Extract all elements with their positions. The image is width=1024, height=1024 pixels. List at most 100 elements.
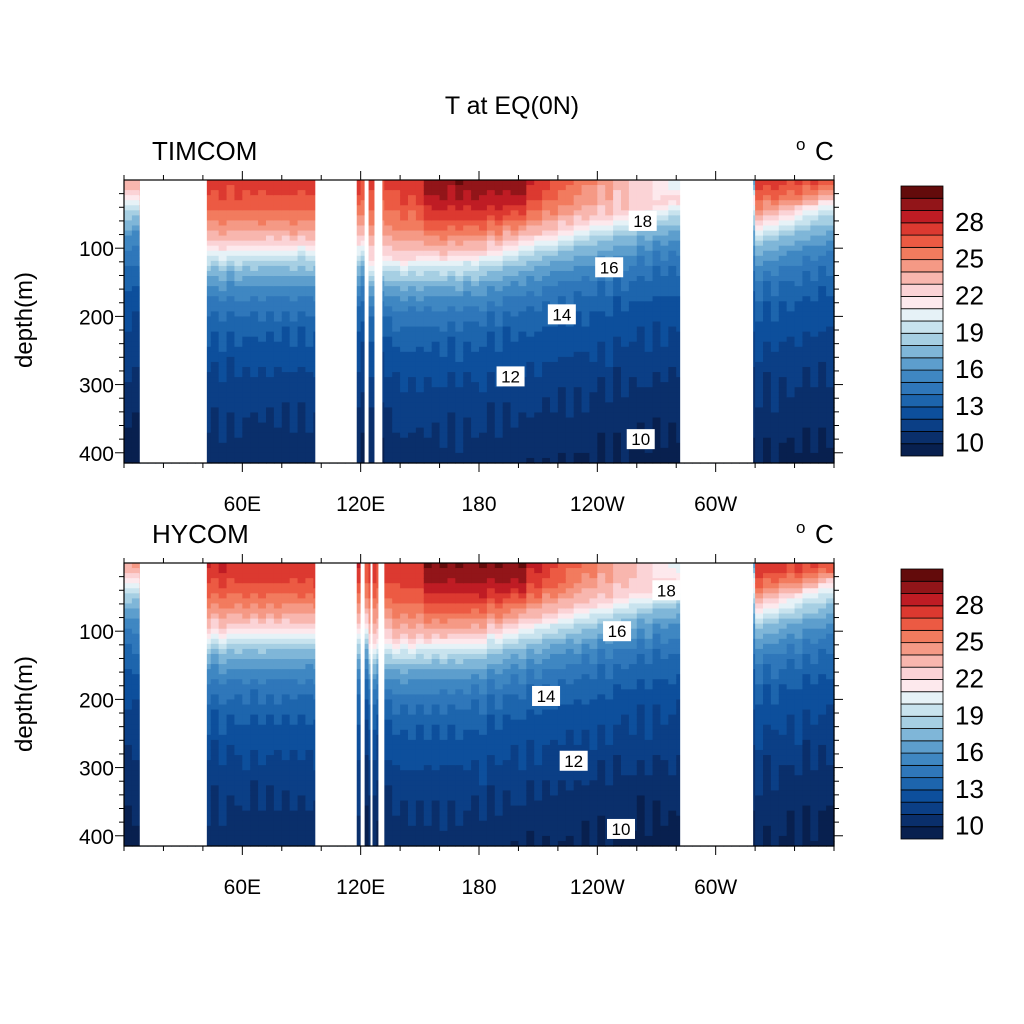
field-cell — [826, 215, 835, 222]
field-cell — [565, 326, 575, 333]
field-cell — [810, 402, 819, 409]
field-cell — [542, 180, 551, 186]
field-cell — [226, 230, 236, 237]
field-cell — [242, 407, 251, 414]
field-cell — [550, 270, 559, 277]
field-cell — [644, 185, 654, 191]
field-cell — [636, 200, 646, 206]
field-cell — [234, 225, 243, 232]
field-cell — [273, 190, 283, 196]
field-cell — [644, 417, 654, 424]
field-cell — [573, 372, 583, 378]
field-cell — [226, 311, 236, 318]
field-cell — [266, 432, 275, 439]
field-cell — [226, 457, 236, 464]
field-cell — [202, 316, 212, 323]
field-cell — [471, 311, 480, 318]
field-cell — [258, 180, 267, 186]
field-cell — [234, 457, 243, 464]
field-cell — [534, 306, 543, 312]
field-cell — [581, 195, 591, 201]
field-cell — [297, 255, 307, 262]
field-cell — [439, 235, 449, 242]
field-cell — [652, 311, 662, 318]
field-cell — [266, 311, 275, 318]
field-cell — [621, 240, 630, 247]
field-cell — [668, 235, 677, 242]
field-cell — [289, 245, 299, 252]
field-cell — [431, 291, 441, 297]
field-cell — [289, 276, 299, 282]
field-cell — [534, 356, 543, 363]
field-cell — [786, 306, 796, 312]
field-cell — [242, 291, 251, 297]
field-cell — [423, 311, 433, 318]
field-cell — [415, 270, 425, 277]
field-cell — [218, 452, 228, 459]
field-cell — [605, 185, 614, 191]
field-cell — [258, 427, 267, 434]
field-cell — [400, 180, 409, 186]
field-cell — [439, 205, 449, 211]
field-cell — [352, 341, 362, 348]
field-cell — [234, 210, 243, 216]
field-cell — [573, 260, 583, 267]
field-cell — [281, 281, 291, 287]
field-cell — [392, 281, 401, 287]
field-cell — [589, 200, 598, 206]
field-cell — [258, 437, 267, 444]
field-cell — [281, 220, 291, 227]
field-cell — [447, 412, 456, 419]
field-cell — [802, 230, 811, 237]
field-cell — [415, 235, 425, 242]
field-cell — [447, 346, 456, 353]
field-cell — [439, 185, 449, 191]
field-cell — [818, 235, 827, 242]
field-cell — [234, 387, 243, 393]
field-cell — [297, 215, 307, 222]
field-cell — [368, 427, 378, 434]
field-cell — [810, 407, 819, 414]
field-cell — [763, 250, 772, 257]
field-cell — [297, 180, 307, 186]
field-cell — [660, 457, 669, 464]
field-cell — [755, 250, 764, 257]
field-cell — [258, 311, 267, 318]
field-cell — [518, 301, 527, 307]
field-cell — [589, 291, 598, 297]
field-cell — [423, 377, 433, 383]
field-cell — [621, 341, 630, 348]
field-cell — [557, 336, 567, 343]
field-cell — [565, 351, 575, 358]
field-cell — [210, 447, 220, 454]
field-cell — [447, 397, 456, 403]
field-cell — [550, 220, 559, 227]
field-cell — [668, 326, 677, 333]
field-cell — [802, 442, 811, 449]
field-cell — [131, 316, 141, 323]
field-cell — [763, 316, 772, 323]
field-cell — [305, 255, 314, 262]
field-cell — [636, 195, 646, 201]
field-cell — [794, 341, 804, 348]
field-cell — [565, 291, 575, 297]
field-cell — [557, 377, 567, 383]
field-cell — [542, 185, 551, 191]
field-cell — [810, 185, 819, 191]
field-cell — [408, 260, 417, 267]
field-cell — [352, 326, 362, 333]
field-cell — [597, 382, 606, 388]
field-cell — [250, 452, 259, 459]
field-cell — [423, 397, 433, 403]
field-cell — [542, 276, 551, 282]
field-cell — [131, 427, 141, 434]
field-cell — [589, 220, 598, 227]
field-cell — [550, 255, 559, 262]
field-cell — [447, 245, 456, 252]
field-cell — [668, 245, 677, 252]
field-cell — [431, 296, 441, 302]
field-cell — [352, 265, 362, 272]
field-cell — [668, 382, 677, 388]
field-cell — [550, 377, 559, 383]
field-cell — [431, 402, 441, 409]
